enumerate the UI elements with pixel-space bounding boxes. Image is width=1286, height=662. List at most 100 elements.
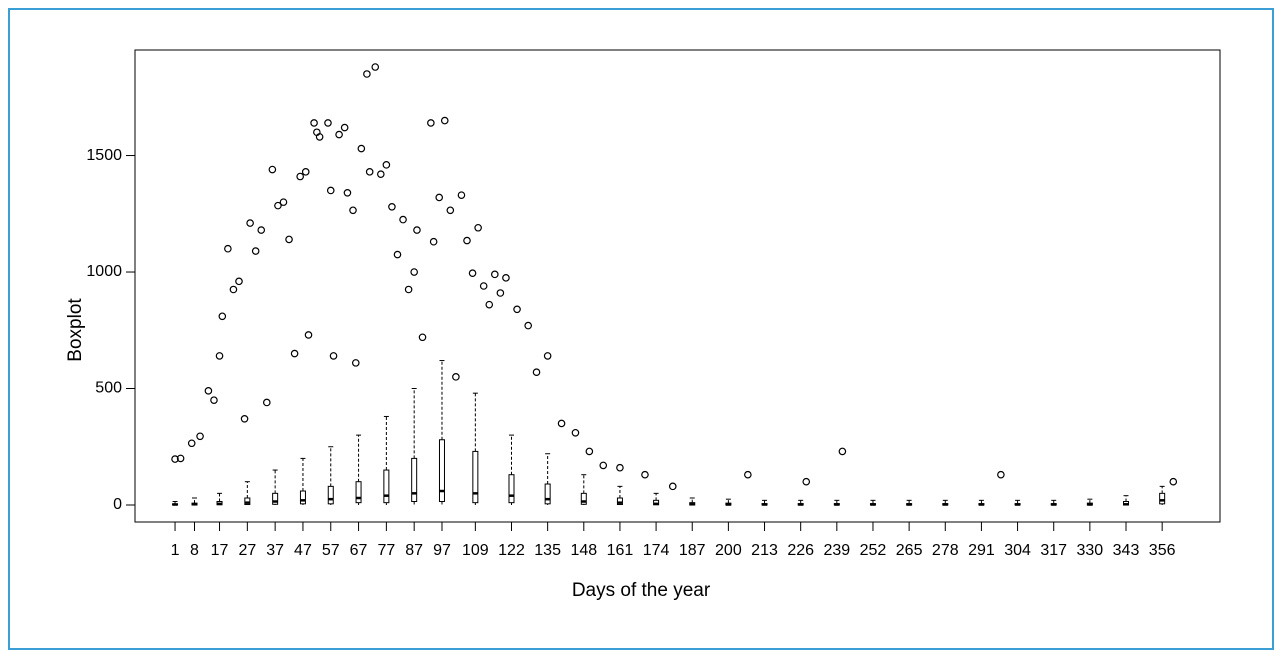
outlier (485, 300, 494, 309)
outlier (496, 289, 505, 297)
x-tick-label: 343 (1113, 542, 1140, 559)
x-tick-label: 122 (498, 542, 525, 559)
outlier (363, 70, 371, 78)
outlier (196, 432, 204, 441)
box (1159, 492, 1166, 505)
outlier (479, 282, 488, 290)
outlier (246, 219, 254, 227)
outlier (616, 463, 624, 472)
outlier (326, 186, 335, 195)
outlier (997, 470, 1005, 479)
x-tick-label: 1 (171, 542, 180, 559)
box (472, 450, 479, 504)
outlier (187, 439, 196, 448)
outlier (204, 387, 213, 395)
outlier (410, 268, 418, 276)
outlier (393, 250, 402, 259)
outlier (229, 285, 238, 294)
outlier (290, 349, 299, 358)
outlier (1169, 477, 1178, 486)
y-tick-label: 1500 (86, 147, 122, 164)
y-axis-title: Boxplot (65, 298, 86, 362)
y-tick-label: 0 (113, 496, 122, 513)
x-tick-label: 57 (322, 542, 340, 559)
outlier (463, 236, 471, 245)
outlier (224, 244, 232, 253)
outlier (351, 359, 360, 367)
outlier (301, 168, 310, 176)
x-tick-label: 213 (751, 542, 778, 559)
x-tick-label: 278 (932, 542, 959, 559)
outlier (668, 482, 677, 491)
x-tick-label: 356 (1149, 542, 1176, 559)
outlier (235, 277, 243, 286)
outlier (524, 321, 532, 330)
outlier (427, 119, 435, 127)
outlier (371, 63, 380, 71)
outlier (377, 170, 385, 178)
box (438, 439, 445, 502)
x-tick-label: 27 (238, 542, 256, 559)
x-tick-label: 17 (211, 542, 229, 559)
outlier (802, 477, 811, 486)
x-tick-label: 97 (433, 542, 451, 559)
box (411, 457, 418, 502)
box (244, 497, 251, 506)
outlier (310, 119, 318, 127)
box (544, 483, 551, 505)
outlier (171, 455, 179, 463)
outlier (274, 201, 282, 210)
outlier (349, 206, 357, 215)
outlier (329, 352, 338, 360)
outlier (296, 172, 304, 181)
outlier (838, 447, 847, 456)
outlier (324, 119, 332, 127)
x-tick-label: 226 (787, 542, 814, 559)
outlier (365, 168, 374, 176)
outlier (304, 331, 313, 339)
x-tick-label: 109 (462, 542, 489, 559)
outlier (268, 165, 277, 174)
outlier (388, 202, 396, 211)
outlier (474, 223, 482, 232)
outlier (543, 352, 552, 360)
outlier (641, 470, 649, 479)
x-tick-label: 330 (1077, 542, 1104, 559)
x-tick-label: 252 (860, 542, 887, 559)
x-tick-label: 148 (570, 542, 597, 559)
x-tick-label: 37 (266, 542, 284, 559)
box (327, 485, 334, 505)
outlier (215, 352, 224, 360)
outlier (251, 247, 260, 255)
outlier (218, 312, 227, 321)
outlier (440, 116, 449, 125)
x-tick-label: 317 (1040, 542, 1067, 559)
outlier (435, 193, 444, 202)
y-tick-label: 500 (95, 380, 122, 397)
box (272, 492, 279, 505)
x-tick-label: 135 (534, 542, 561, 559)
x-tick-label: 200 (715, 542, 742, 559)
outlier (413, 226, 421, 234)
x-tick-label: 8 (190, 542, 199, 559)
outlier (404, 285, 413, 294)
y-tick-label: 1000 (86, 263, 122, 280)
outlier (176, 454, 185, 463)
outlier (240, 414, 249, 423)
outlier (315, 133, 324, 141)
outlier (210, 396, 218, 404)
box (299, 490, 306, 505)
x-tick-label: 265 (896, 542, 923, 559)
outlier (285, 235, 293, 244)
x-tick-label: 161 (607, 542, 634, 559)
outlier (491, 270, 499, 279)
x-tick-label: 187 (679, 542, 706, 559)
x-tick-label: 304 (1004, 542, 1031, 559)
outlier (418, 333, 427, 342)
outlier (446, 206, 455, 215)
outlier (340, 123, 349, 132)
box (580, 492, 587, 505)
x-tick-label: 239 (823, 542, 850, 559)
box (355, 481, 362, 504)
